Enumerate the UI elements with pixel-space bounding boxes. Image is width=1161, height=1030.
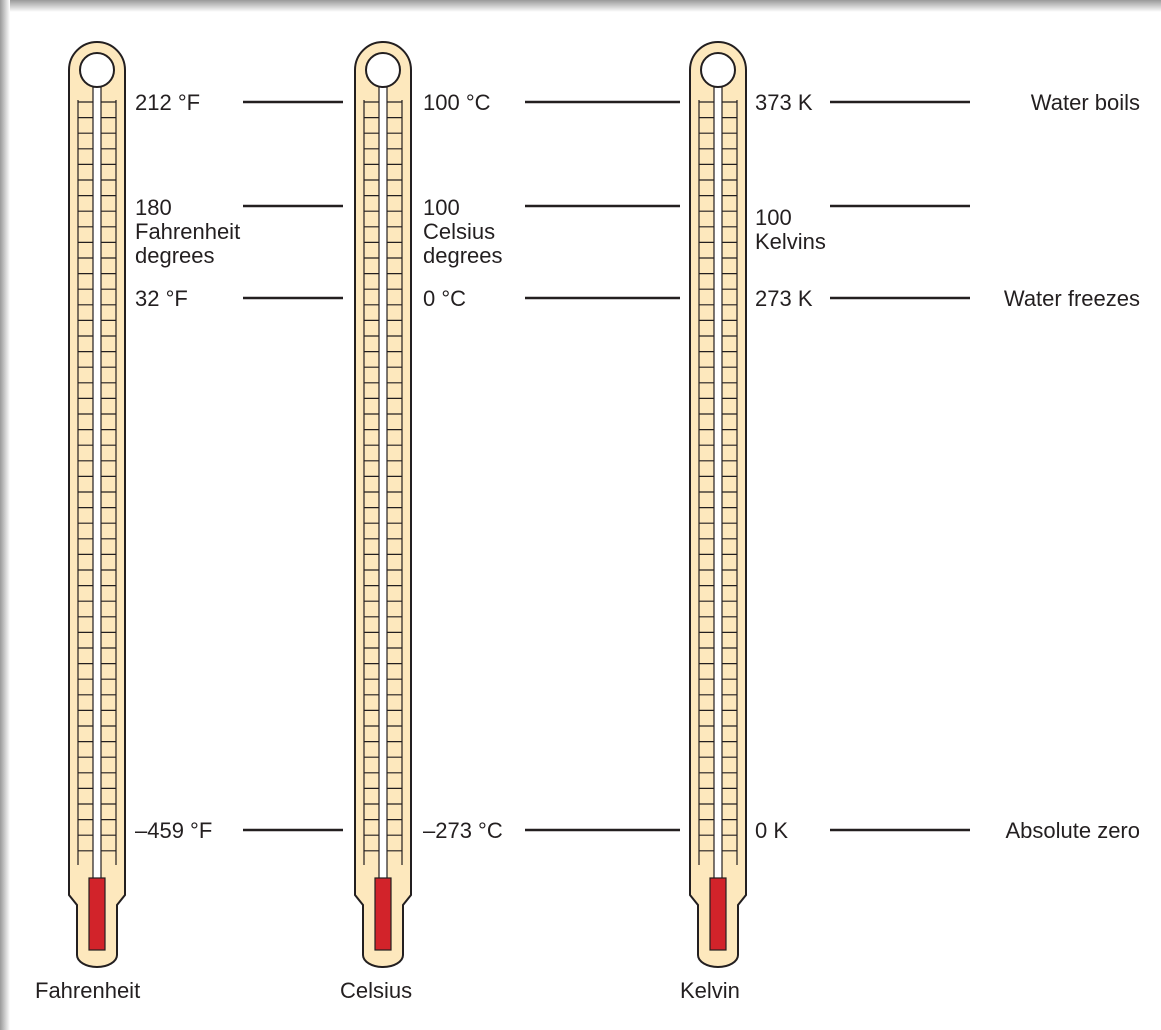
scale-name: Fahrenheit (35, 978, 140, 1003)
capillary (93, 80, 101, 880)
background (0, 0, 1161, 1030)
temperature-label: 100 °C (423, 90, 491, 115)
temperature-label: 273 K (755, 286, 813, 311)
interval-line: Celsius (423, 219, 495, 244)
temperature-label: 32 °F (135, 286, 188, 311)
temperature-label: 212 °F (135, 90, 200, 115)
shadow-top (0, 0, 1161, 12)
temperature-label: 0 °C (423, 286, 466, 311)
diagram: 212 °F32 °F–459 °F180FahrenheitdegreesFa… (0, 0, 1161, 1030)
temperature-label: –459 °F (135, 818, 212, 843)
interval-line: degrees (135, 243, 215, 268)
bulb-top (80, 53, 114, 87)
shadow-left (0, 0, 10, 1030)
event-label: Water freezes (1004, 286, 1140, 311)
interval-line: Fahrenheit (135, 219, 240, 244)
mercury (375, 878, 391, 950)
temperature-label: 0 K (755, 818, 788, 843)
scale-name: Celsius (340, 978, 412, 1003)
bulb-top (701, 53, 735, 87)
temperature-label: 373 K (755, 90, 813, 115)
interval-line: 100 (755, 205, 792, 230)
scale-name: Kelvin (680, 978, 740, 1003)
interval-line: degrees (423, 243, 503, 268)
mercury (710, 878, 726, 950)
interval-line: 180 (135, 195, 172, 220)
temperature-label: –273 °C (423, 818, 503, 843)
capillary (714, 80, 722, 880)
capillary (379, 80, 387, 880)
interval-line: Kelvins (755, 229, 826, 254)
mercury (89, 878, 105, 950)
event-label: Absolute zero (1005, 818, 1140, 843)
event-label: Water boils (1031, 90, 1140, 115)
bulb-top (366, 53, 400, 87)
interval-line: 100 (423, 195, 460, 220)
